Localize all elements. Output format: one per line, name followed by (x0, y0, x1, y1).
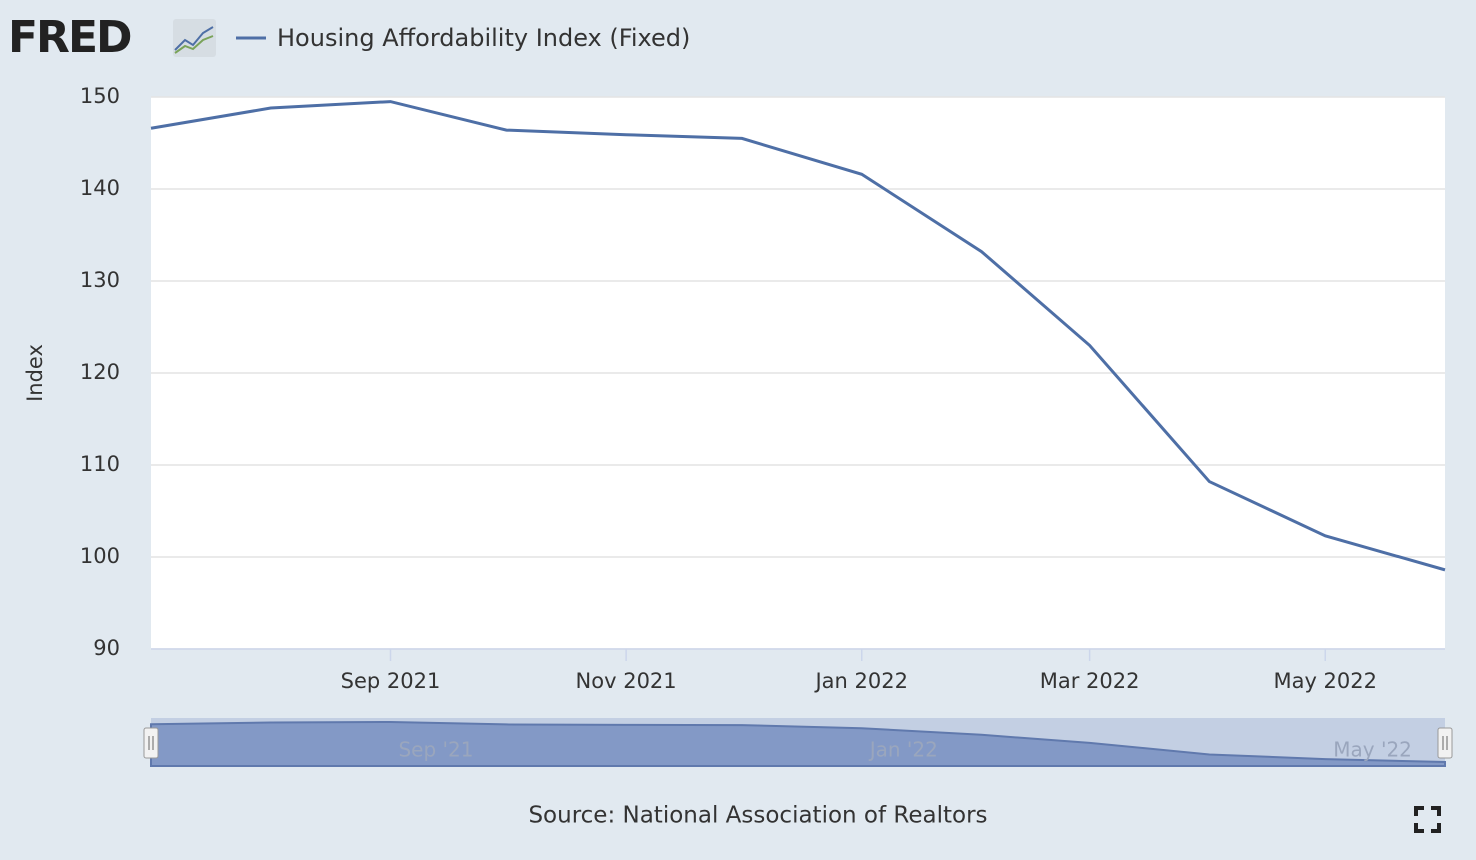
legend-label: Housing Affordability Index (Fixed) (277, 24, 690, 52)
y-tick-label: 120 (80, 360, 120, 384)
x-tick-label: Jan 2022 (813, 669, 908, 693)
navigator-label: Sep '21 (398, 738, 473, 762)
y-axis-label: Index (23, 344, 47, 402)
logo: FRED (8, 12, 131, 63)
navigator-handle (1437, 727, 1453, 759)
y-tick-label: 110 (80, 452, 120, 476)
y-tick-label: 140 (80, 176, 120, 200)
series-line (150, 100, 1446, 572)
y-tick-label: 100 (80, 544, 120, 568)
fullscreen-icon[interactable] (1414, 806, 1441, 833)
y-tick-label: 130 (80, 268, 120, 292)
navigator-handle (143, 727, 159, 759)
x-tick-label: Nov 2021 (576, 669, 677, 693)
navigator-label: May '22 (1333, 738, 1412, 762)
source: Source: National Association of Realtors (528, 803, 987, 829)
y-tick-label: 90 (93, 636, 120, 660)
logo-icon (173, 19, 216, 57)
x-tick-label: Sep 2021 (341, 669, 441, 693)
navigator-area (150, 720, 1446, 767)
y-tick-label: 150 (80, 84, 120, 108)
x-tick-label: Mar 2022 (1040, 669, 1140, 693)
x-tick-label: May 2022 (1273, 669, 1377, 693)
navigator-label: Jan '22 (868, 738, 938, 762)
